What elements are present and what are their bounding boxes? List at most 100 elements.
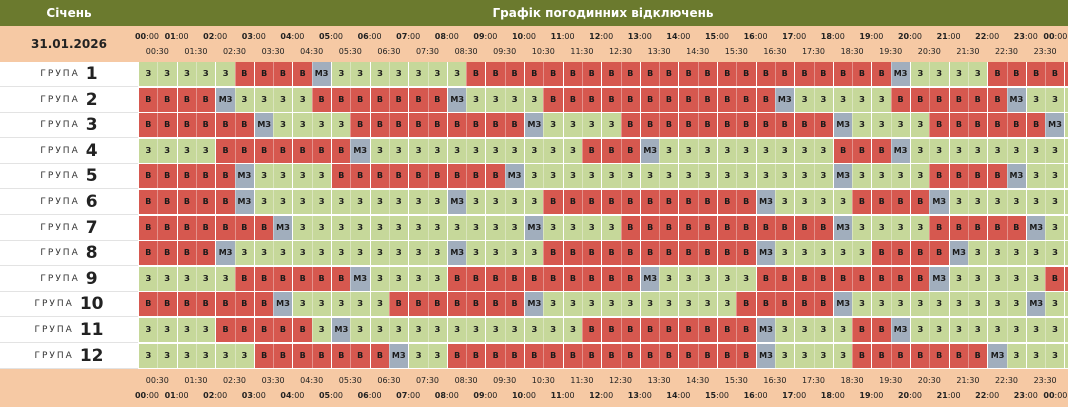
slot-cell: В: [659, 113, 679, 138]
slot-cell: З: [176, 138, 197, 163]
slot-cell: В: [369, 343, 390, 368]
slot-cell: В: [350, 164, 370, 189]
slot-cell: В: [215, 318, 235, 342]
slot-cell: З: [697, 164, 718, 189]
slot-cell: З: [350, 190, 370, 214]
group-word: ГРУПА: [40, 171, 80, 182]
top-hour-tick: 16:00: [743, 32, 768, 41]
slot-cell: В: [157, 87, 177, 112]
slot-cell: З: [427, 215, 448, 240]
slot-cell: З: [466, 190, 486, 214]
slot-cell: В: [369, 164, 390, 189]
slot-cell: З: [1045, 138, 1065, 163]
slot-cell: В: [504, 266, 525, 291]
slot-cell: В: [292, 318, 313, 342]
slot-cell: В: [234, 318, 255, 342]
slot-cell: З: [273, 164, 293, 189]
slot-cell: В: [427, 87, 448, 112]
group-label: ГРУПА 8: [0, 241, 138, 267]
slot-cell: В: [138, 215, 158, 240]
slot-cell: З: [485, 190, 506, 214]
slot-cell: В: [794, 292, 814, 317]
slot-cell: МЗ: [1006, 87, 1027, 112]
slot-cell: З: [524, 138, 544, 163]
bottom-hour-tick: 12:00: [589, 391, 614, 400]
slot-cell: В: [659, 87, 679, 112]
slot-cell: В: [697, 62, 718, 86]
top-half-hour-tick: 10:30: [531, 47, 555, 56]
bottom-hour-tick: 10:00: [511, 391, 537, 400]
slot-cell: З: [601, 292, 621, 317]
slot-cell: З: [929, 138, 949, 163]
slot-cell: З: [485, 215, 506, 240]
group-number: 2: [85, 89, 98, 110]
top-hour-tick: 20:00: [897, 32, 923, 41]
slot-cell: З: [601, 113, 621, 138]
half-hour-divider: [1045, 62, 1047, 370]
slot-cell: В: [601, 266, 621, 291]
slot-cell: З: [350, 215, 370, 240]
slot-cell: МЗ: [890, 138, 911, 163]
top-half-hour-tick: 09:30: [493, 47, 517, 56]
slot-cell: З: [832, 343, 853, 368]
slot-cell: З: [1064, 215, 1068, 240]
slot-cell: З: [1025, 343, 1046, 368]
slot-cell: В: [1045, 62, 1065, 86]
slot-cell: В: [253, 62, 274, 86]
top-half-hour-tick: 07:30: [415, 47, 440, 56]
slot-cell: З: [620, 164, 641, 189]
slot-cell: МЗ: [755, 190, 776, 214]
slot-cell: В: [485, 164, 506, 189]
slot-cell: З: [1025, 266, 1046, 291]
slot-cell: З: [910, 292, 930, 317]
half-hour-divider: [659, 62, 661, 370]
slot-cell: З: [543, 138, 563, 163]
slot-cell: В: [967, 343, 988, 368]
slot-cell: В: [852, 62, 872, 86]
slot-cell: МЗ: [774, 87, 795, 112]
slot-cell: В: [292, 343, 313, 368]
top-hour-tick: 01:00: [164, 32, 189, 41]
slot-cell: В: [253, 266, 274, 291]
slot-cell: В: [967, 87, 988, 112]
slot-cell: В: [157, 164, 177, 189]
slot-cell: В: [369, 113, 390, 138]
slot-cell: В: [987, 164, 1007, 189]
slot-cell: В: [446, 292, 467, 317]
slot-cell: З: [910, 138, 930, 163]
slot-cell: В: [543, 266, 563, 291]
slot-cell: З: [1045, 215, 1065, 240]
slot-cell: В: [890, 87, 911, 112]
slot-cell: В: [215, 113, 235, 138]
slot-cell: З: [871, 215, 892, 240]
slot-cell: З: [138, 62, 158, 86]
slot-cell: В: [408, 292, 428, 317]
group-label: ГРУПА 9: [0, 266, 138, 292]
slot-cell: В: [601, 241, 621, 266]
slot-cell: В: [813, 266, 834, 291]
slot-cell: З: [1045, 343, 1065, 368]
slot-cell: З: [987, 266, 1007, 291]
slot-cell: В: [910, 266, 930, 291]
group-label: ГРУПА 6: [0, 190, 138, 215]
slot-cell: З: [524, 241, 544, 266]
slot-cell: З: [176, 318, 197, 342]
slot-cell: В: [755, 62, 776, 86]
slot-cell: В: [427, 113, 448, 138]
top-half-hour-tick: 20:30: [917, 47, 941, 56]
slot-cell: В: [408, 113, 428, 138]
slot-cell: З: [697, 292, 718, 317]
slot-cell: З: [929, 318, 949, 342]
slot-cell: З: [581, 215, 602, 240]
slot-cell: В: [832, 138, 853, 163]
slot-cell: В: [543, 343, 563, 368]
slot-cell: З: [369, 292, 390, 317]
bottom-hour-tick: 06:00: [357, 391, 382, 400]
slot-cell: З: [1006, 241, 1027, 266]
bottom-hour-tick: 23:00: [1013, 391, 1038, 400]
slot-cell: В: [292, 266, 313, 291]
slot-cell: З: [331, 215, 351, 240]
slot-cell: З: [1025, 241, 1046, 266]
slot-cell: В: [620, 87, 641, 112]
slot-cell: З: [311, 215, 332, 240]
